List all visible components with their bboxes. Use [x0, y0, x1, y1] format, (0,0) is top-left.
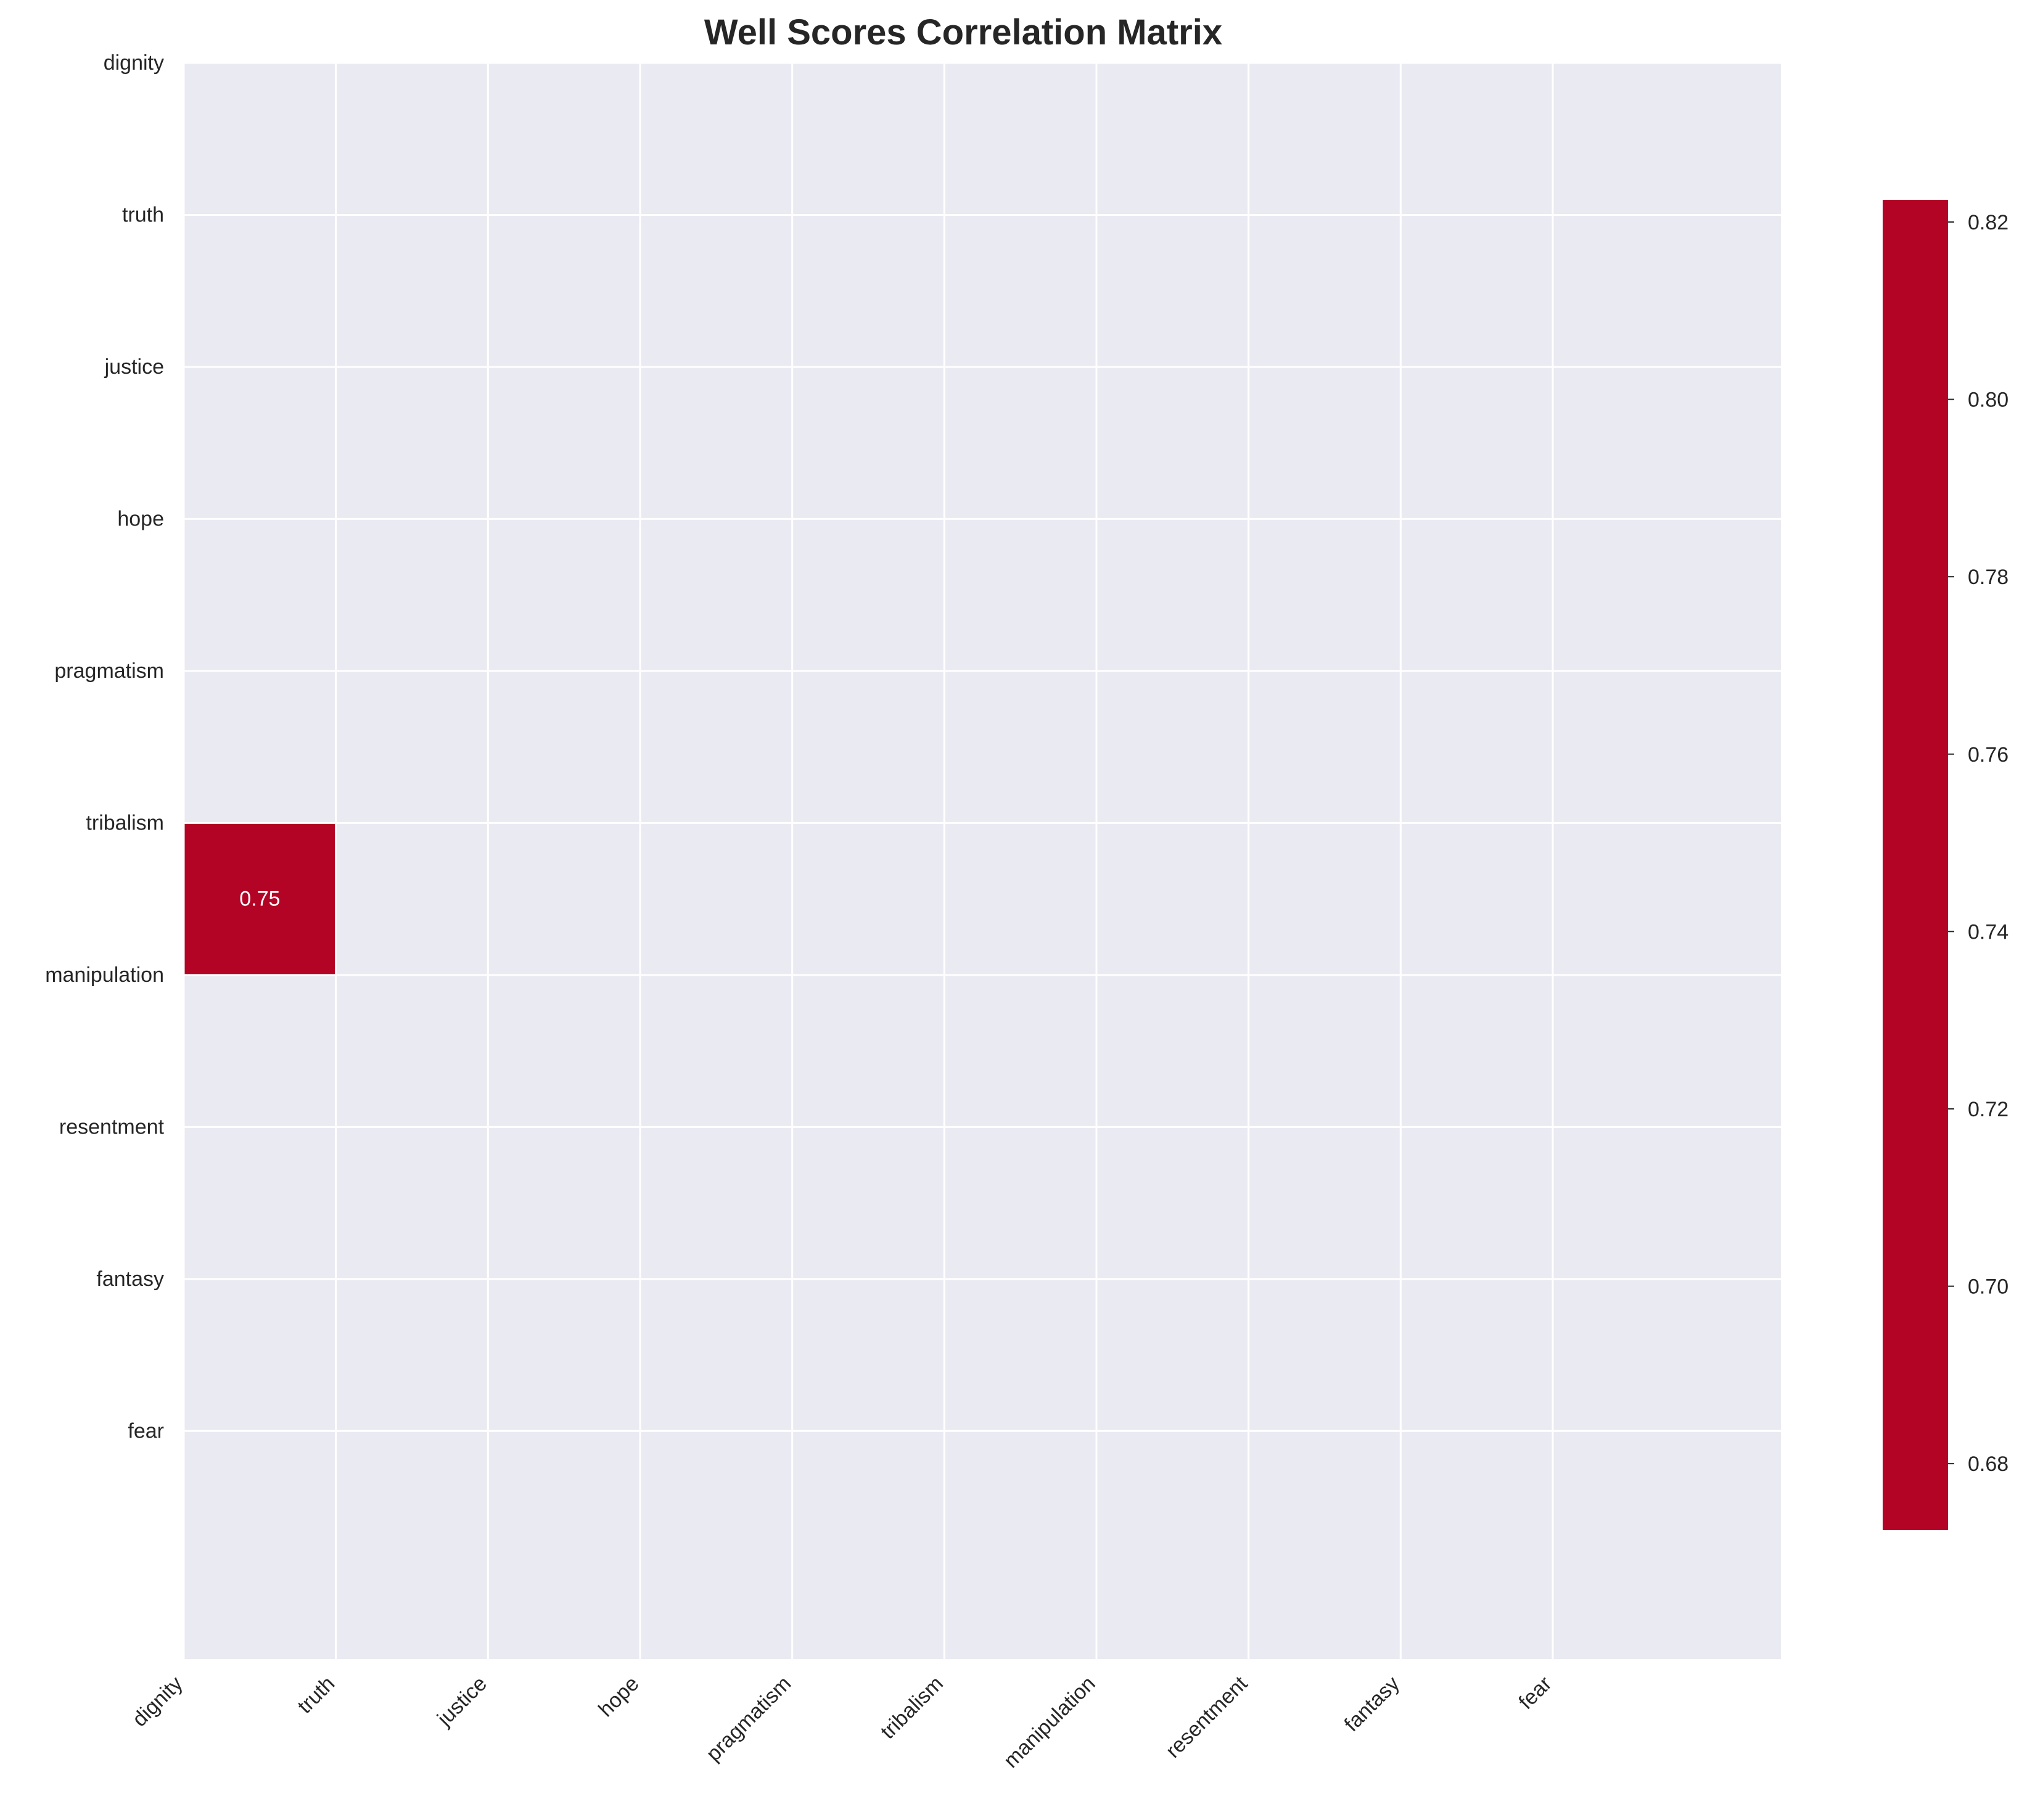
colorbar-tick-label: 0.72 — [1968, 1098, 2008, 1121]
colorbar-fill — [1883, 200, 1948, 1530]
colorbar-tick-label: 0.70 — [1968, 1275, 2008, 1299]
colorbar-tick-label: 0.76 — [1968, 743, 2008, 767]
y-tick-label: justice — [104, 355, 164, 379]
chart-title: Well Scores Correlation Matrix — [704, 12, 1222, 52]
colorbar: 0.68 0.70 0.72 0.74 0.76 0.78 0.80 0.82 — [1883, 200, 2008, 1530]
plot-area — [184, 63, 1781, 1659]
cell-annotation: 0.75 — [239, 887, 280, 911]
colorbar-tick-label: 0.68 — [1968, 1452, 2008, 1476]
colorbar-tick-label: 0.82 — [1968, 211, 2008, 234]
heatmap-cell-tribalism-dignity — [184, 823, 336, 975]
y-tick-label: tribalism — [86, 811, 164, 834]
y-tick-label: truth — [122, 203, 164, 226]
colorbar-tick-label: 0.74 — [1968, 920, 2008, 944]
y-tick-label: pragmatism — [54, 659, 164, 683]
y-tick-label: resentment — [59, 1115, 165, 1139]
cell-annotations: 0.75 — [239, 887, 280, 911]
y-tick-label: fear — [128, 1419, 164, 1443]
colorbar-tick-label: 0.78 — [1968, 566, 2008, 589]
y-tick-label: hope — [117, 507, 164, 530]
y-tick-label: manipulation — [45, 963, 164, 987]
y-tick-label: fantasy — [96, 1267, 164, 1291]
y-tick-label: dignity — [104, 51, 164, 75]
grid-lines — [183, 62, 1781, 1659]
colorbar-tick-label: 0.80 — [1968, 389, 2008, 412]
y-tick-labels: dignity truth justice hope pragmatism tribali… — [45, 51, 164, 1443]
heatmap-cells — [184, 823, 336, 975]
